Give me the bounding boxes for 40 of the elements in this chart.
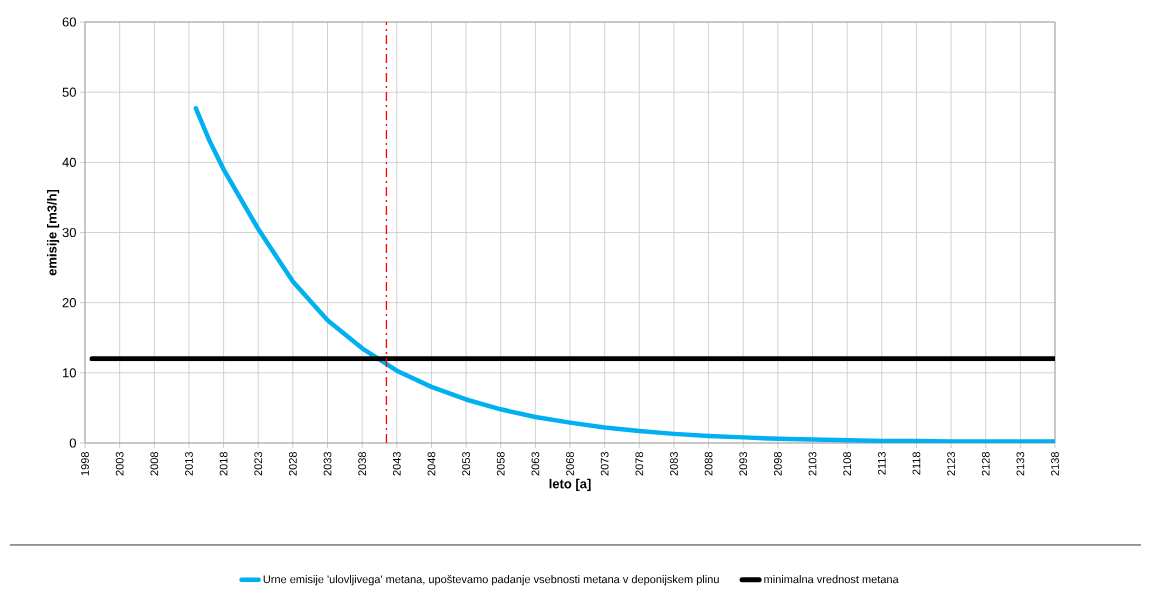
x-tick-label: 2128	[981, 452, 990, 476]
x-tick-label: 2038	[358, 452, 367, 476]
x-tick-label: 2138	[1051, 452, 1059, 476]
x-tick-label: 2118	[912, 452, 921, 475]
x-tick-label: 2048	[427, 452, 436, 476]
x-tick-label: 2043	[392, 452, 401, 476]
legend-label: Urne emisije 'ulovljivega' metana, upoštevamo padanje vsebnosti metana v deponijskem plinu	[263, 575, 719, 586]
x-tick-label: 2008	[150, 452, 159, 476]
x-tick-label: 2023	[254, 452, 263, 476]
y-tick-label: 10	[63, 368, 76, 378]
x-tick-label: 2083	[670, 452, 678, 476]
x-tick-label: 2133	[1016, 452, 1025, 476]
x-tick-label: 2093	[739, 452, 748, 476]
x-tick-label: 2073	[600, 452, 609, 476]
x-tick-label: 1998	[81, 452, 89, 476]
y-tick-label: 40	[62, 157, 76, 167]
x-tick-label: 2078	[635, 452, 644, 476]
x-tick-label: 2003	[115, 452, 124, 476]
x-tick-label: 2103	[808, 452, 817, 476]
x-tick-label: 2018	[219, 452, 228, 476]
y-tick-label: 60	[62, 17, 76, 27]
y-tick-label: 0	[69, 438, 76, 448]
y-tick-label: 30	[62, 227, 76, 238]
y-axis-title: emisije [m3/h]	[47, 189, 60, 276]
y-tick-label: 50	[62, 87, 76, 97]
x-tick-label: 2113	[877, 452, 886, 475]
x-tick-label: 2068	[566, 452, 574, 476]
x-tick-label: 2013	[185, 452, 193, 476]
x-tick-label: 2123	[947, 452, 955, 476]
legend-label: minimalna vrednost metana	[764, 575, 899, 584]
x-tick-label: 2058	[496, 452, 505, 476]
x-tick-label: 2098	[773, 452, 782, 476]
x-tick-label: 2108	[843, 452, 852, 476]
x-tick-label: 2028	[288, 452, 297, 476]
x-tick-label: 2063	[531, 452, 540, 476]
x-tick-label: 2053	[462, 452, 470, 476]
x-tick-label: 2088	[704, 452, 713, 476]
x-tick-label: 2033	[323, 452, 332, 476]
x-axis-title: leto [a]	[549, 478, 591, 491]
y-tick-label: 20	[62, 298, 76, 308]
